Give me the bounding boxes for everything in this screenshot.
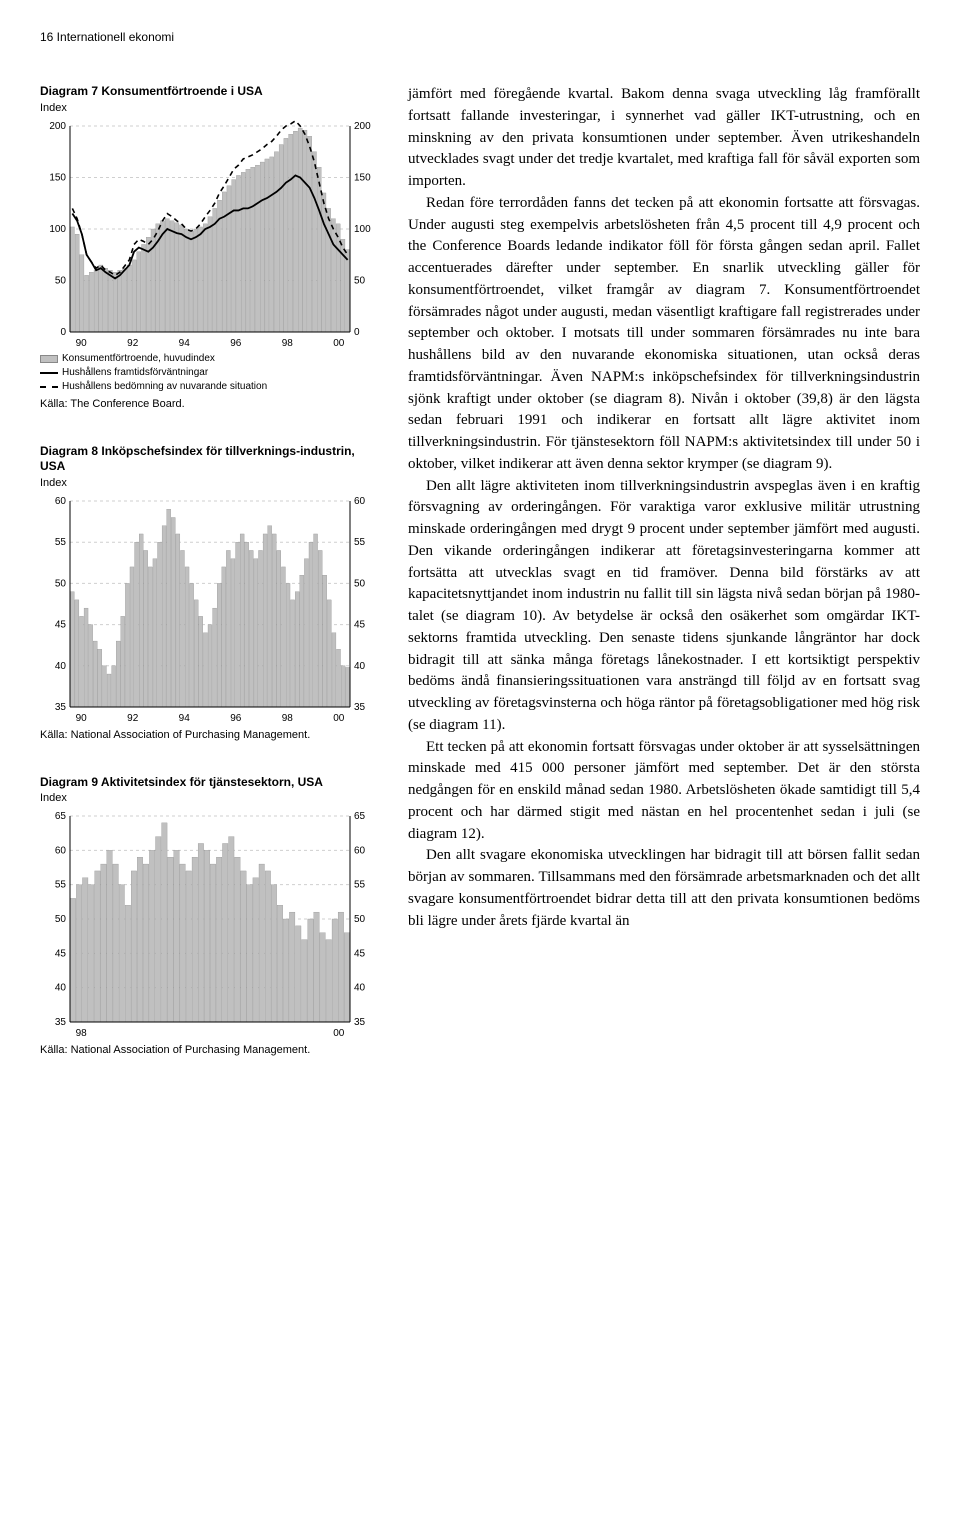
- svg-text:40: 40: [55, 983, 67, 994]
- legend-item: Hushållens framtidsförväntningar: [40, 366, 380, 380]
- body-text: jämfört med föregående kvartal. Bakom de…: [408, 84, 920, 1090]
- svg-text:65: 65: [55, 811, 67, 822]
- svg-text:200: 200: [354, 121, 371, 132]
- left-column: Diagram 7 Konsumentförtroende i USA Inde…: [40, 84, 380, 1090]
- legend-label: Konsumentförtroende, huvudindex: [62, 352, 215, 366]
- svg-text:150: 150: [49, 172, 66, 183]
- diagram-7-legend: Konsumentförtroende, huvudindexHushållen…: [40, 352, 380, 394]
- svg-text:92: 92: [127, 338, 139, 349]
- svg-text:94: 94: [179, 713, 191, 724]
- svg-text:0: 0: [60, 327, 66, 338]
- svg-text:55: 55: [354, 880, 366, 891]
- svg-text:90: 90: [76, 338, 88, 349]
- legend-item: Hushållens bedömning av nuvarande situat…: [40, 380, 380, 394]
- svg-text:50: 50: [354, 578, 366, 589]
- svg-text:50: 50: [354, 275, 366, 286]
- diagram-8-title: Diagram 8 Inköpschefsindex för tillverkn…: [40, 444, 380, 475]
- svg-text:200: 200: [49, 121, 66, 132]
- legend-label: Hushållens framtidsförväntningar: [62, 366, 208, 380]
- svg-text:60: 60: [354, 846, 366, 857]
- svg-text:94: 94: [179, 338, 191, 349]
- svg-text:50: 50: [55, 578, 67, 589]
- svg-text:00: 00: [333, 338, 345, 349]
- diagram-9-subtitle: Index: [40, 792, 380, 804]
- diagram-7: Diagram 7 Konsumentförtroende i USA Inde…: [40, 84, 380, 410]
- svg-text:00: 00: [333, 713, 345, 724]
- diagram-7-subtitle: Index: [40, 102, 380, 114]
- svg-text:98: 98: [282, 338, 294, 349]
- diagram-7-title: Diagram 7 Konsumentförtroende i USA: [40, 84, 380, 100]
- svg-text:96: 96: [230, 338, 242, 349]
- svg-text:35: 35: [354, 1017, 366, 1028]
- svg-text:50: 50: [354, 914, 366, 925]
- svg-text:96: 96: [230, 713, 242, 724]
- svg-text:60: 60: [55, 496, 67, 507]
- page-header: 16 Internationell ekonomi: [40, 30, 920, 44]
- svg-text:0: 0: [354, 327, 360, 338]
- svg-text:35: 35: [55, 702, 67, 713]
- body-p2: Redan före terrordåden fanns det tecken …: [408, 193, 920, 476]
- svg-text:60: 60: [354, 496, 366, 507]
- body-p3: Den allt lägre aktiviteten inom tillverk…: [408, 476, 920, 737]
- svg-text:45: 45: [354, 619, 366, 630]
- diagram-8-source: Källa: National Association of Purchasin…: [40, 729, 380, 741]
- svg-text:55: 55: [55, 537, 67, 548]
- diagram-9: Diagram 9 Aktivitetsindex för tjänstesek…: [40, 775, 380, 1057]
- svg-text:00: 00: [333, 1028, 345, 1039]
- legend-item: Konsumentförtroende, huvudindex: [40, 352, 380, 366]
- svg-text:40: 40: [354, 661, 366, 672]
- body-p1: jämfört med föregående kvartal. Bakom de…: [408, 84, 920, 193]
- diagram-7-source: Källa: The Conference Board.: [40, 398, 380, 410]
- svg-text:150: 150: [354, 172, 371, 183]
- diagram-8: Diagram 8 Inköpschefsindex för tillverkn…: [40, 444, 380, 741]
- diagram-9-title: Diagram 9 Aktivitetsindex för tjänstesek…: [40, 775, 380, 791]
- legend-label: Hushållens bedömning av nuvarande situat…: [62, 380, 267, 394]
- svg-text:100: 100: [354, 224, 371, 235]
- body-p5: Den allt svagare ekonomiska utvecklingen…: [408, 845, 920, 932]
- content-row: Diagram 7 Konsumentförtroende i USA Inde…: [40, 84, 920, 1090]
- svg-text:55: 55: [55, 880, 67, 891]
- svg-text:45: 45: [55, 619, 67, 630]
- diagram-9-source: Källa: National Association of Purchasin…: [40, 1044, 380, 1056]
- svg-text:45: 45: [55, 949, 67, 960]
- diagram-8-chart: 35 35 40 40 45 45 50 50 55 55 60 60 90 92 94 96 98 00: [40, 495, 380, 725]
- svg-text:40: 40: [55, 661, 67, 672]
- svg-text:98: 98: [76, 1028, 88, 1039]
- diagram-9-chart: 35 35 40 40 45 45 50 50 55 55 60 60 65 65 98 00: [40, 810, 380, 1040]
- svg-text:98: 98: [282, 713, 294, 724]
- svg-text:60: 60: [55, 846, 67, 857]
- svg-text:40: 40: [354, 983, 366, 994]
- svg-text:65: 65: [354, 811, 366, 822]
- svg-text:50: 50: [55, 914, 67, 925]
- legend-dashline-icon: [40, 386, 58, 388]
- svg-text:92: 92: [127, 713, 139, 724]
- svg-text:45: 45: [354, 949, 366, 960]
- svg-text:55: 55: [354, 537, 366, 548]
- svg-text:35: 35: [354, 702, 366, 713]
- svg-text:90: 90: [76, 713, 88, 724]
- body-p4: Ett tecken på att ekonomin fortsatt förs…: [408, 737, 920, 846]
- diagram-7-chart: 005050100100150150200200909294969800: [40, 120, 380, 350]
- svg-text:100: 100: [49, 224, 66, 235]
- legend-line-icon: [40, 372, 58, 374]
- legend-swatch-icon: [40, 355, 58, 363]
- svg-text:35: 35: [55, 1017, 67, 1028]
- diagram-8-subtitle: Index: [40, 477, 380, 489]
- svg-text:50: 50: [55, 275, 67, 286]
